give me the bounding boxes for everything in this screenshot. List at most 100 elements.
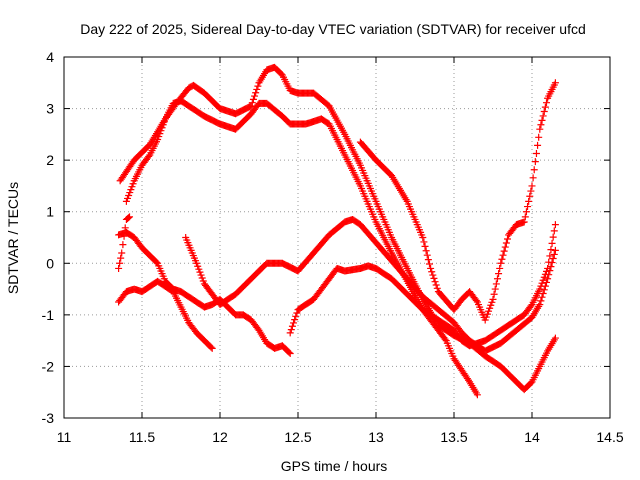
y-tick-label: 0 (46, 255, 54, 271)
data-point (254, 82, 262, 90)
series-track-6 (286, 262, 481, 399)
data-point (248, 99, 256, 107)
data-point (286, 350, 294, 358)
data-point (548, 259, 556, 267)
data-point (538, 279, 546, 287)
y-axis-label: SDTVAR / TECUs (5, 182, 21, 294)
series-track-5 (182, 215, 559, 355)
data-point (155, 133, 163, 141)
x-tick-label: 13.5 (440, 429, 467, 445)
data-point (160, 118, 168, 126)
data-point (293, 309, 301, 317)
data-point (501, 243, 509, 251)
data-point (526, 192, 534, 200)
data-point (195, 265, 203, 273)
data-point (539, 289, 547, 297)
data-point (208, 344, 216, 352)
data-point (482, 313, 490, 321)
series-track-7 (356, 79, 559, 324)
x-tick-label: 12 (212, 429, 228, 445)
data-point (429, 271, 437, 279)
data-point (551, 79, 559, 87)
data-point (124, 194, 132, 202)
data-point (481, 316, 489, 324)
y-tick-label: -3 (42, 410, 55, 426)
data-point (198, 274, 206, 282)
data-point (159, 121, 167, 129)
x-tick-label: 11.5 (129, 429, 155, 445)
grid-lines (64, 57, 610, 418)
data-point (530, 166, 538, 174)
x-tick-label: 12.5 (284, 429, 311, 445)
data-point (428, 268, 436, 276)
data-point (423, 251, 431, 259)
data-point (485, 307, 493, 315)
data-point (524, 203, 532, 211)
data-point (540, 108, 548, 116)
x-axis-label: GPS time / hours (281, 458, 388, 474)
y-axis: -3 -2 -1 0 1 2 3 4 (42, 49, 610, 426)
data-point (420, 238, 428, 246)
data-point (540, 273, 548, 281)
data-point (120, 232, 128, 240)
data-point (531, 158, 539, 166)
x-tick-label: 14 (524, 429, 540, 445)
data-point (145, 152, 153, 160)
data-point (433, 284, 441, 292)
data-point (285, 348, 293, 356)
data-point (498, 255, 506, 263)
data-point (290, 319, 298, 327)
data-point (473, 391, 481, 399)
data-point (522, 208, 530, 216)
data-point (152, 258, 160, 266)
data-point (540, 286, 548, 294)
data-point (431, 278, 439, 286)
y-tick-label: -2 (42, 358, 55, 374)
data-point (432, 281, 440, 289)
data-point (424, 256, 432, 264)
data-point (126, 213, 134, 221)
data-point (547, 246, 555, 254)
data-point (536, 301, 544, 309)
data-point (286, 329, 294, 337)
data-point (115, 264, 123, 272)
data-point (542, 99, 550, 107)
data-point (126, 189, 134, 197)
data-point (251, 92, 259, 100)
data-point (548, 239, 556, 247)
data-point (421, 242, 429, 250)
plot-frame (63, 56, 611, 419)
data-point (529, 174, 537, 182)
data-point (287, 326, 295, 334)
data-point (497, 259, 505, 267)
data-point (551, 334, 559, 342)
data-point (427, 264, 435, 272)
data-point (493, 275, 501, 283)
data-point (538, 293, 546, 301)
data-point (292, 312, 300, 320)
data-point (490, 290, 498, 298)
data-point (252, 89, 260, 97)
data-point (545, 271, 553, 279)
data-point (486, 304, 494, 312)
data-point (550, 227, 558, 235)
data-point (546, 267, 554, 275)
data-point (129, 180, 137, 188)
x-tick-label: 14.5 (596, 429, 623, 445)
data-point (253, 85, 261, 93)
data-point (542, 278, 550, 286)
data-point (249, 95, 257, 103)
data-point (495, 270, 503, 278)
y-tick-label: 4 (46, 49, 54, 65)
data-point (537, 121, 545, 129)
series-track-4 (115, 277, 216, 352)
data-point (125, 192, 133, 200)
data-point (538, 116, 546, 124)
data-point (487, 301, 495, 309)
data-point (491, 285, 499, 293)
data-point (117, 254, 125, 262)
x-tick-label: 13 (368, 429, 384, 445)
data-point (199, 277, 207, 285)
y-tick-label: 1 (46, 204, 54, 220)
